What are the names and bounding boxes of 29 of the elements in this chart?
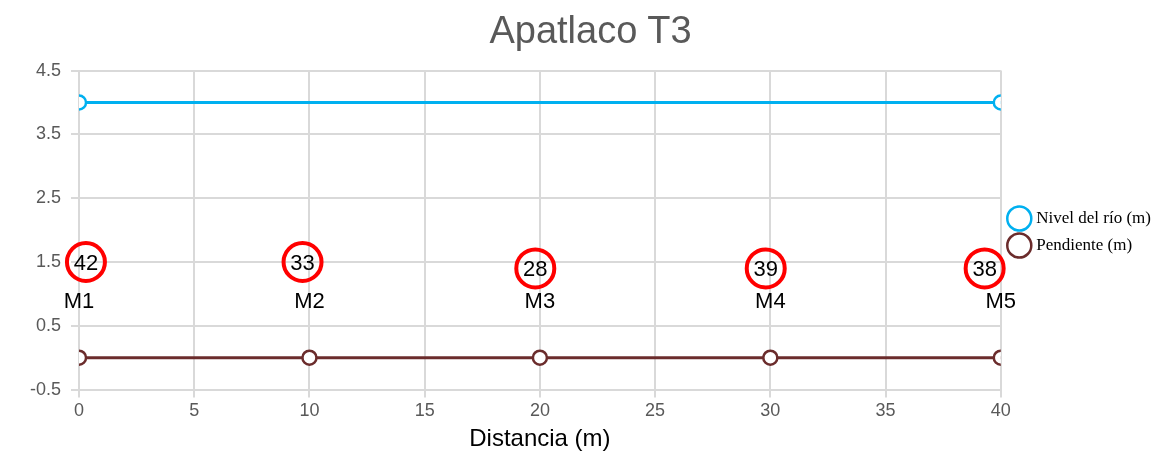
x-tick-label: 30 [760, 400, 781, 421]
x-tick-label: 20 [529, 400, 550, 421]
y-tick-label: 4.5 [35, 59, 62, 80]
annotation: 33 [290, 250, 315, 276]
annotation: M3 [524, 287, 556, 313]
x-axis-title: Distancia (m) [469, 424, 611, 452]
y-tick-label: 3.5 [35, 123, 62, 144]
annotation: M4 [755, 287, 786, 313]
x-tick-label: 15 [414, 400, 435, 421]
y-tick-label: 0.5 [35, 314, 62, 335]
x-tick-label: 10 [299, 400, 320, 421]
y-tick-label: 1.5 [35, 250, 62, 271]
chart-title: Apatlaco T3 [489, 9, 692, 52]
x-tick-label: 35 [875, 400, 896, 421]
x-tick-label: 0 [74, 400, 85, 421]
annotation: M2 [294, 287, 325, 313]
legend-label: Nivel del río (m) [1036, 207, 1151, 227]
legend-label: Pendiente (m) [1036, 234, 1133, 254]
x-tick-label: 5 [189, 400, 200, 421]
annotation: 38 [972, 256, 997, 282]
annotation: M5 [985, 287, 1017, 313]
annotation: 28 [523, 256, 548, 282]
y-tick-label: 2.5 [35, 187, 62, 208]
x-tick-label: 25 [645, 400, 666, 421]
annotation: 42 [73, 250, 99, 276]
y-tick-label: -0.5 [29, 378, 62, 399]
annotation: M1 [63, 287, 95, 313]
x-tick-label: 40 [990, 400, 1011, 421]
annotation: 39 [753, 256, 778, 282]
